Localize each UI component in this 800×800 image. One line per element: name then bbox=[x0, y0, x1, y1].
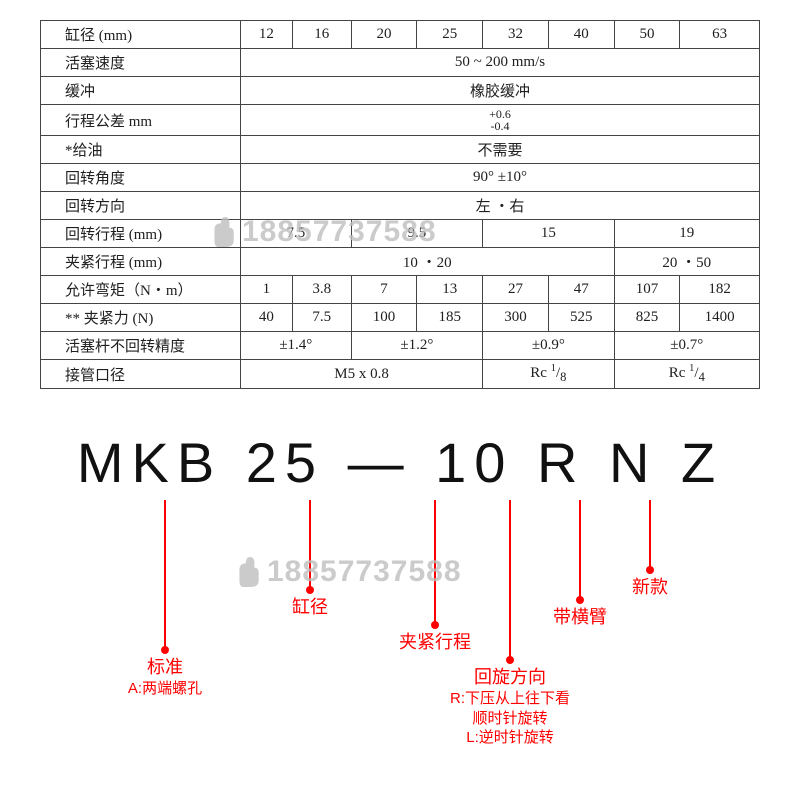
table-row: 活塞速度50 ~ 200 mm/s bbox=[41, 49, 760, 77]
callout-bore: 缸径 bbox=[230, 596, 390, 619]
row-cell: 25 bbox=[417, 21, 483, 49]
row-label: 缓冲 bbox=[41, 77, 241, 105]
row-cell: 185 bbox=[417, 304, 483, 332]
table-row: 回转角度90° ±10° bbox=[41, 164, 760, 192]
table-row: 活塞杆不回转精度±1.4°±1.2°±0.9°±0.7° bbox=[41, 332, 760, 360]
row-label: *给油 bbox=[41, 136, 241, 164]
row-cell: 3.8 bbox=[292, 276, 351, 304]
callout-region: 标准A:两端螺孔 缸径夹紧行程回旋方向R:下压从上往下看顺时针旋转L:逆时针旋转 带… bbox=[0, 430, 800, 790]
row-cell: 182 bbox=[680, 276, 760, 304]
row-cell: 100 bbox=[351, 304, 417, 332]
row-cell: 7.5 bbox=[292, 304, 351, 332]
row-cell: 50 bbox=[614, 21, 680, 49]
spec-table: 缸径 (mm)1216202532405063活塞速度50 ~ 200 mm/s… bbox=[40, 20, 760, 389]
table-row: 行程公差 mm+0.6-0.4 bbox=[41, 105, 760, 136]
row-cell: 90° ±10° bbox=[241, 164, 760, 192]
row-label: 缸径 (mm) bbox=[41, 21, 241, 49]
table-row: 夹紧行程 (mm)10 ・2020 ・50 bbox=[41, 248, 760, 276]
row-cell: 不需要 bbox=[241, 136, 760, 164]
row-cell: 19 bbox=[614, 220, 759, 248]
row-cell: 20 ・50 bbox=[614, 248, 759, 276]
row-cell: 7 bbox=[351, 276, 417, 304]
row-cell: 橡胶缓冲 bbox=[241, 77, 760, 105]
row-cell: 50 ~ 200 mm/s bbox=[241, 49, 760, 77]
callout-new: 新款 bbox=[570, 576, 730, 599]
row-label: 接管口径 bbox=[41, 360, 241, 389]
table-row: 接管口径M5 x 0.8Rc 1/8Rc 1/4 bbox=[41, 360, 760, 389]
row-cell: 15 bbox=[483, 220, 614, 248]
row-cell: 10 ・20 bbox=[241, 248, 615, 276]
callout-clamp: 夹紧行程 bbox=[355, 631, 515, 654]
row-cell: 40 bbox=[241, 304, 293, 332]
row-label: 回转角度 bbox=[41, 164, 241, 192]
row-cell: 12 bbox=[241, 21, 293, 49]
row-cell: 20 bbox=[351, 21, 417, 49]
callout-dir: 回旋方向R:下压从上往下看顺时针旋转L:逆时针旋转 bbox=[430, 666, 590, 748]
row-cell: 1 bbox=[241, 276, 293, 304]
watermark: 18857737588 bbox=[235, 555, 462, 589]
row-label: 行程公差 mm bbox=[41, 105, 241, 136]
callout-std: 标准A:两端螺孔 bbox=[85, 656, 245, 699]
row-cell: 825 bbox=[614, 304, 680, 332]
callout-lines bbox=[0, 430, 800, 800]
table-row: *给油不需要 bbox=[41, 136, 760, 164]
row-cell: 63 bbox=[680, 21, 760, 49]
row-label: ** 夹紧力 (N) bbox=[41, 304, 241, 332]
row-cell: 107 bbox=[614, 276, 680, 304]
row-cell: ±0.9° bbox=[483, 332, 614, 360]
row-cell: 300 bbox=[483, 304, 549, 332]
row-cell: 1400 bbox=[680, 304, 760, 332]
table-row: ** 夹紧力 (N)407.51001853005258251400 bbox=[41, 304, 760, 332]
row-cell: 32 bbox=[483, 21, 549, 49]
watermark: 18857737588 bbox=[210, 215, 437, 249]
row-label: 活塞杆不回转精度 bbox=[41, 332, 241, 360]
table-row: 允许弯矩（N・m）13.87132747107182 bbox=[41, 276, 760, 304]
row-cell: 27 bbox=[483, 276, 549, 304]
row-cell: ±1.2° bbox=[351, 332, 482, 360]
row-cell: 13 bbox=[417, 276, 483, 304]
row-cell: ±1.4° bbox=[241, 332, 352, 360]
row-cell: 16 bbox=[292, 21, 351, 49]
row-cell: 40 bbox=[548, 21, 614, 49]
row-label: 夹紧行程 (mm) bbox=[41, 248, 241, 276]
row-cell: Rc 1/8 bbox=[483, 360, 614, 389]
table-row: 缓冲橡胶缓冲 bbox=[41, 77, 760, 105]
row-cell: Rc 1/4 bbox=[614, 360, 759, 389]
row-cell: ±0.7° bbox=[614, 332, 759, 360]
row-label: 允许弯矩（N・m） bbox=[41, 276, 241, 304]
table-row: 缸径 (mm)1216202532405063 bbox=[41, 21, 760, 49]
row-cell: +0.6-0.4 bbox=[241, 105, 760, 136]
row-cell: 525 bbox=[548, 304, 614, 332]
row-cell: M5 x 0.8 bbox=[241, 360, 483, 389]
callout-arm: 带横臂 bbox=[500, 606, 660, 629]
row-label: 活塞速度 bbox=[41, 49, 241, 77]
row-cell: 47 bbox=[548, 276, 614, 304]
spec-table-body: 缸径 (mm)1216202532405063活塞速度50 ~ 200 mm/s… bbox=[41, 21, 760, 389]
